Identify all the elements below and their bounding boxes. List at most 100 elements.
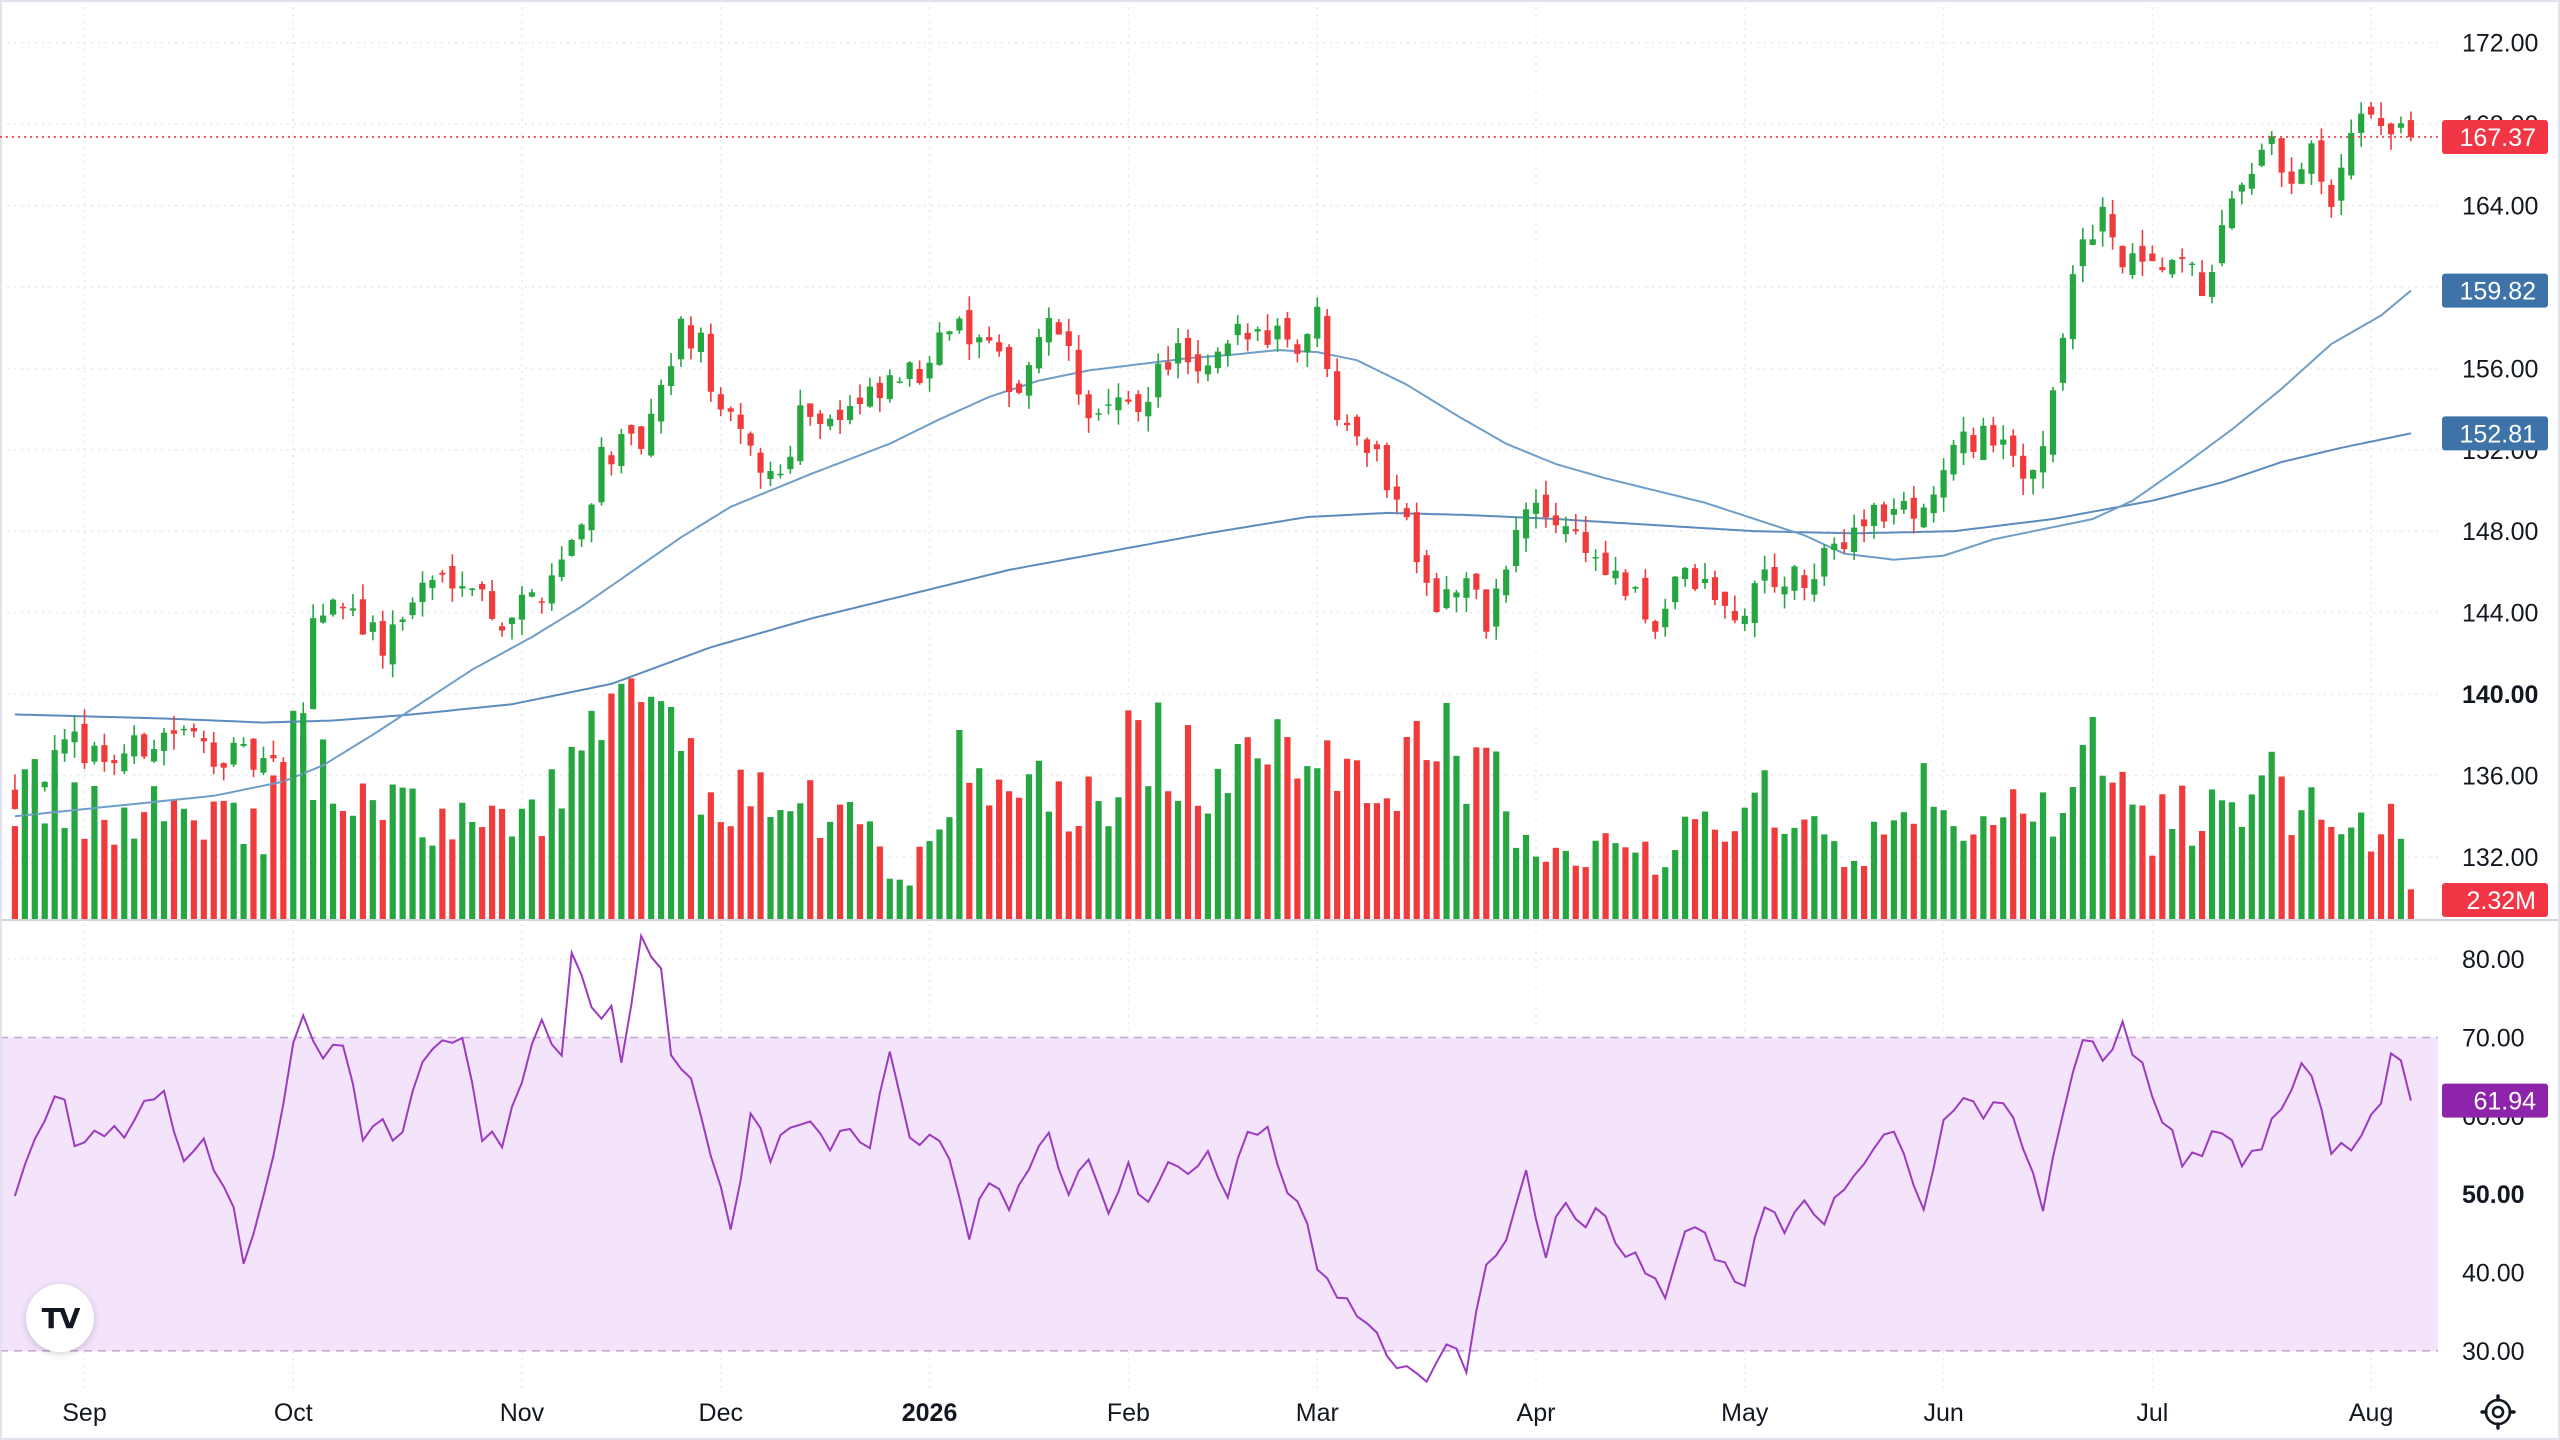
volume-bar	[429, 845, 436, 920]
volume-bar	[121, 807, 128, 920]
ma50-label-bg	[2442, 273, 2548, 308]
candle-body	[170, 730, 178, 734]
volume-bar	[538, 836, 545, 920]
candle-body	[2189, 263, 2196, 266]
candle-body	[1264, 330, 1271, 345]
volume-bar	[638, 702, 645, 920]
candle-body	[1682, 567, 1689, 580]
volume-bar	[588, 710, 595, 920]
volume-bar	[409, 788, 416, 920]
volume-bar	[41, 823, 48, 920]
candle-body	[1493, 588, 1500, 627]
volume-bar	[648, 696, 655, 920]
volume-bar	[2397, 838, 2405, 920]
candle-body	[1443, 589, 1450, 609]
candle-body	[2397, 123, 2405, 128]
candle-body	[1592, 557, 1599, 559]
volume-bar	[1691, 819, 1699, 920]
volume-bar	[230, 802, 237, 920]
volume-bar	[2189, 845, 2196, 920]
volume-bar	[2179, 785, 2186, 920]
candle-body	[1990, 425, 1997, 446]
rsi-tick-label: 70.00	[2462, 1025, 2525, 1053]
candle-body	[1503, 569, 1510, 596]
candle-body	[1433, 578, 1440, 613]
moving-averages	[14, 289, 2412, 818]
ma50-label: 159.82	[2460, 278, 2536, 306]
volume-bar	[1453, 755, 1460, 920]
volume-bar	[339, 810, 347, 920]
candle-body	[1513, 529, 1520, 567]
volume-bar	[1791, 827, 1798, 920]
candle-body	[1731, 610, 1738, 621]
volume-bar	[1065, 831, 1072, 920]
candle-body	[1314, 306, 1321, 339]
volume-bar	[787, 811, 794, 920]
candle-body	[727, 408, 734, 412]
volume-bar	[111, 844, 118, 920]
candle-body	[1632, 586, 1639, 589]
candle-body	[2089, 239, 2096, 245]
settings-gear-icon[interactable]	[2478, 1392, 2518, 1432]
candle-body	[310, 618, 317, 710]
volume-bar	[1403, 736, 1410, 920]
volume-bar	[1145, 786, 1152, 920]
volume-bar	[827, 821, 834, 920]
candle-body	[747, 433, 754, 446]
candle-body	[1035, 337, 1043, 369]
volume-bar	[1025, 774, 1033, 920]
volume-bar	[2079, 744, 2086, 920]
ma50-line	[14, 289, 2412, 818]
candle-body	[767, 470, 774, 479]
volume-bar	[707, 792, 714, 920]
volume-bar	[1990, 824, 1997, 920]
volume-bar	[2368, 851, 2375, 920]
volume-bar	[61, 827, 68, 920]
date-tick-label: 2026	[902, 1399, 958, 1427]
candle-body	[1324, 315, 1331, 370]
candle-body	[2049, 390, 2057, 455]
volume-bar	[220, 800, 227, 920]
candle-body	[598, 446, 605, 503]
volume-bar	[1672, 850, 1679, 920]
candle-body	[538, 601, 545, 603]
candle-body	[2268, 136, 2275, 144]
volume-bar	[2109, 782, 2116, 920]
volume-bar	[160, 821, 168, 920]
rsi-value-label: 61.94	[2473, 1088, 2536, 1116]
candle-body	[1771, 567, 1778, 588]
price-labels: 167.37 159.82 152.81 2.32M 61.94	[0, 119, 2548, 1118]
candle-body	[996, 342, 1003, 352]
volume-bar	[240, 843, 247, 920]
volume-bar	[628, 678, 635, 920]
candle-body	[1890, 508, 1898, 515]
candle-body	[876, 382, 883, 399]
candle-body	[469, 588, 476, 591]
candle-body	[707, 333, 714, 392]
volume-bar	[2407, 889, 2414, 920]
candle-body	[648, 413, 655, 456]
price-tick-label: 136.00	[2462, 762, 2538, 790]
volume-bar	[1005, 791, 1013, 920]
price-tick-label: 164.00	[2462, 193, 2538, 221]
volume-bar	[807, 780, 814, 920]
candle-body	[1662, 608, 1669, 628]
volume-bar	[1423, 760, 1430, 920]
candle-body	[817, 413, 824, 425]
candle-body	[777, 473, 784, 476]
candle-body	[1880, 504, 1888, 522]
candle-body	[548, 575, 555, 604]
date-tick-label: Jun	[1923, 1399, 1963, 1427]
volume-bar	[21, 769, 28, 920]
candle-body	[1095, 413, 1102, 415]
volume-bar	[777, 810, 784, 920]
volume-bar	[2129, 804, 2136, 920]
candle-body	[1910, 497, 1917, 519]
volume-bar	[1383, 798, 1390, 920]
volume-bar	[2338, 834, 2345, 920]
tradingview-logo-button[interactable]: TV	[26, 1284, 94, 1352]
volume-bar	[906, 885, 913, 920]
volume-bar	[1831, 841, 1838, 920]
volume-bar	[896, 879, 903, 920]
